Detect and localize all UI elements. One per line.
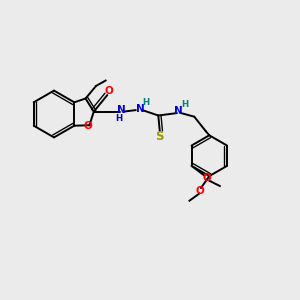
- Text: N: N: [174, 106, 182, 116]
- Text: N: N: [117, 105, 126, 115]
- Text: H: H: [115, 114, 122, 123]
- Text: O: O: [104, 85, 113, 96]
- Text: O: O: [84, 121, 92, 131]
- Text: S: S: [155, 130, 164, 143]
- Text: N: N: [136, 103, 144, 114]
- Text: H: H: [142, 98, 149, 107]
- Text: H: H: [181, 100, 188, 109]
- Text: O: O: [195, 185, 204, 196]
- Text: O: O: [202, 173, 211, 183]
